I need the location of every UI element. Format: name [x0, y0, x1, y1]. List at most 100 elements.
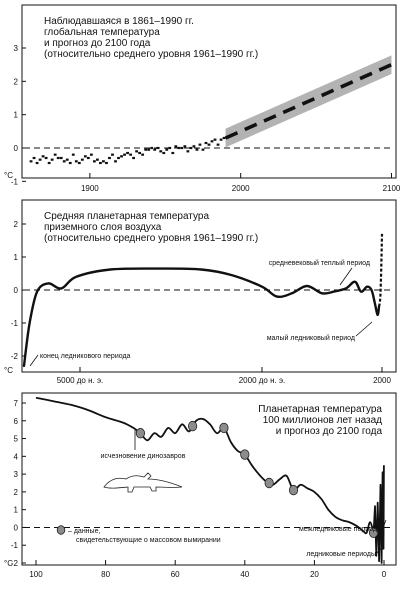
y-tick-label: -1	[11, 177, 19, 186]
x-tick-label: 2100	[383, 184, 400, 193]
panel3-title: Планетарная температура 100 миллионов лет…	[258, 404, 382, 437]
annotation-interglacials: межледниковые периоды	[299, 526, 382, 533]
y-tick-label: 2	[14, 77, 19, 86]
observation-point	[108, 156, 111, 160]
extinction-event-marker	[135, 428, 145, 439]
y-unit-label: °C	[4, 366, 13, 375]
observation-point	[222, 136, 226, 140]
observation-point	[186, 150, 190, 153]
annotation-medieval-warm-period: средневековый теплый период	[269, 259, 370, 267]
observation-point	[210, 140, 214, 143]
observation-point	[77, 161, 81, 165]
panel1-title: Наблюдавшаяся в 1861–1990 гг. глобальная …	[44, 15, 258, 60]
y-tick-label: 1	[14, 506, 19, 515]
y-tick-label: 0	[14, 523, 19, 532]
forecast-line	[224, 63, 393, 140]
y-unit-label: °C	[4, 559, 13, 568]
x-tick-label: 2000	[373, 376, 391, 385]
observation-point	[62, 160, 66, 163]
x-tick-label: 20	[310, 570, 319, 579]
annotation-dinosaur-extinction: исчезновение динозавров	[101, 453, 186, 460]
observation-point	[35, 161, 39, 165]
legend-marker	[56, 525, 66, 535]
observation-point	[80, 158, 84, 161]
observation-point	[50, 158, 54, 161]
panel2-title: Средняя планетарная температура приземног…	[44, 211, 258, 244]
observation-point	[99, 161, 102, 165]
observation-point	[117, 156, 120, 160]
observation-point	[195, 148, 199, 151]
observation-point	[138, 151, 142, 155]
observation-point	[135, 150, 139, 153]
panel2-frame	[21, 199, 397, 373]
observation-point	[86, 156, 90, 160]
observation-point	[83, 155, 87, 158]
observation-point	[147, 148, 151, 151]
observation-point	[168, 146, 172, 150]
observation-point	[183, 145, 187, 148]
observation-point	[165, 148, 169, 151]
observation-point	[198, 143, 202, 146]
dinosaur-icon	[103, 472, 183, 493]
observation-point	[120, 155, 123, 158]
observation-point	[47, 161, 51, 165]
observation-point	[144, 148, 148, 151]
observation-point	[213, 138, 217, 141]
observation-point	[96, 158, 99, 161]
observation-point	[180, 146, 184, 150]
observation-point	[174, 145, 178, 148]
observation-point	[192, 145, 196, 148]
extinction-event-marker	[288, 484, 299, 496]
observation-point	[74, 160, 78, 163]
x-tick-label: 60	[171, 570, 180, 579]
y-tick-label: -2	[11, 352, 19, 361]
y-tick-label: -2	[11, 559, 19, 568]
recent-warming-curve	[377, 233, 384, 307]
observation-point	[162, 151, 166, 155]
annotation-little-ice-age: малый ледниковый период	[267, 334, 355, 342]
x-tick-label: 100	[29, 570, 43, 579]
observation-point	[141, 153, 145, 156]
temperature-curve	[22, 267, 381, 368]
observation-point	[105, 161, 108, 165]
extinction-event-marker	[264, 477, 274, 489]
observation-point	[71, 153, 75, 156]
observation-point	[150, 146, 154, 150]
leader-interglacials	[382, 519, 387, 529]
panel3-frame	[21, 392, 397, 566]
observation-point	[216, 143, 220, 146]
observation-point	[153, 148, 157, 151]
observation-point	[111, 153, 114, 156]
observation-point	[219, 138, 223, 141]
observation-point	[177, 146, 181, 150]
y-tick-label: 0	[14, 286, 19, 295]
x-tick-label: 40	[240, 570, 249, 579]
observation-point	[41, 155, 45, 158]
y-tick-label: 1	[14, 111, 19, 120]
x-tick-label: 80	[101, 570, 110, 579]
observation-point	[38, 158, 42, 161]
y-tick-label: -1	[11, 541, 19, 550]
observation-point	[156, 146, 160, 150]
observation-point	[32, 156, 36, 160]
observation-point	[53, 153, 57, 156]
panel-holocene-temperature: Средняя планетарная температура приземног…	[4, 199, 397, 385]
observation-point	[59, 156, 63, 160]
observation-point	[159, 150, 163, 153]
observation-point	[204, 141, 208, 145]
observation-point	[129, 153, 132, 156]
y-tick-label: 2	[14, 488, 19, 497]
extinction-event-marker	[368, 527, 379, 538]
x-tick-label: 1900	[81, 184, 99, 193]
leader-end-of-ice-age	[29, 354, 39, 367]
y-unit-label: °C	[4, 171, 13, 180]
leader-glacials	[376, 546, 383, 554]
y-tick-label: -1	[11, 319, 19, 328]
y-tick-label: 0	[14, 144, 19, 153]
observation-point	[207, 143, 211, 146]
observation-point	[102, 160, 105, 163]
observation-point	[65, 158, 69, 161]
annotation-end-of-ice-age: конец ледникового периода	[40, 353, 131, 360]
y-tick-label: 2	[14, 220, 19, 229]
x-tick-label: 2000 до н. э.	[239, 376, 286, 385]
